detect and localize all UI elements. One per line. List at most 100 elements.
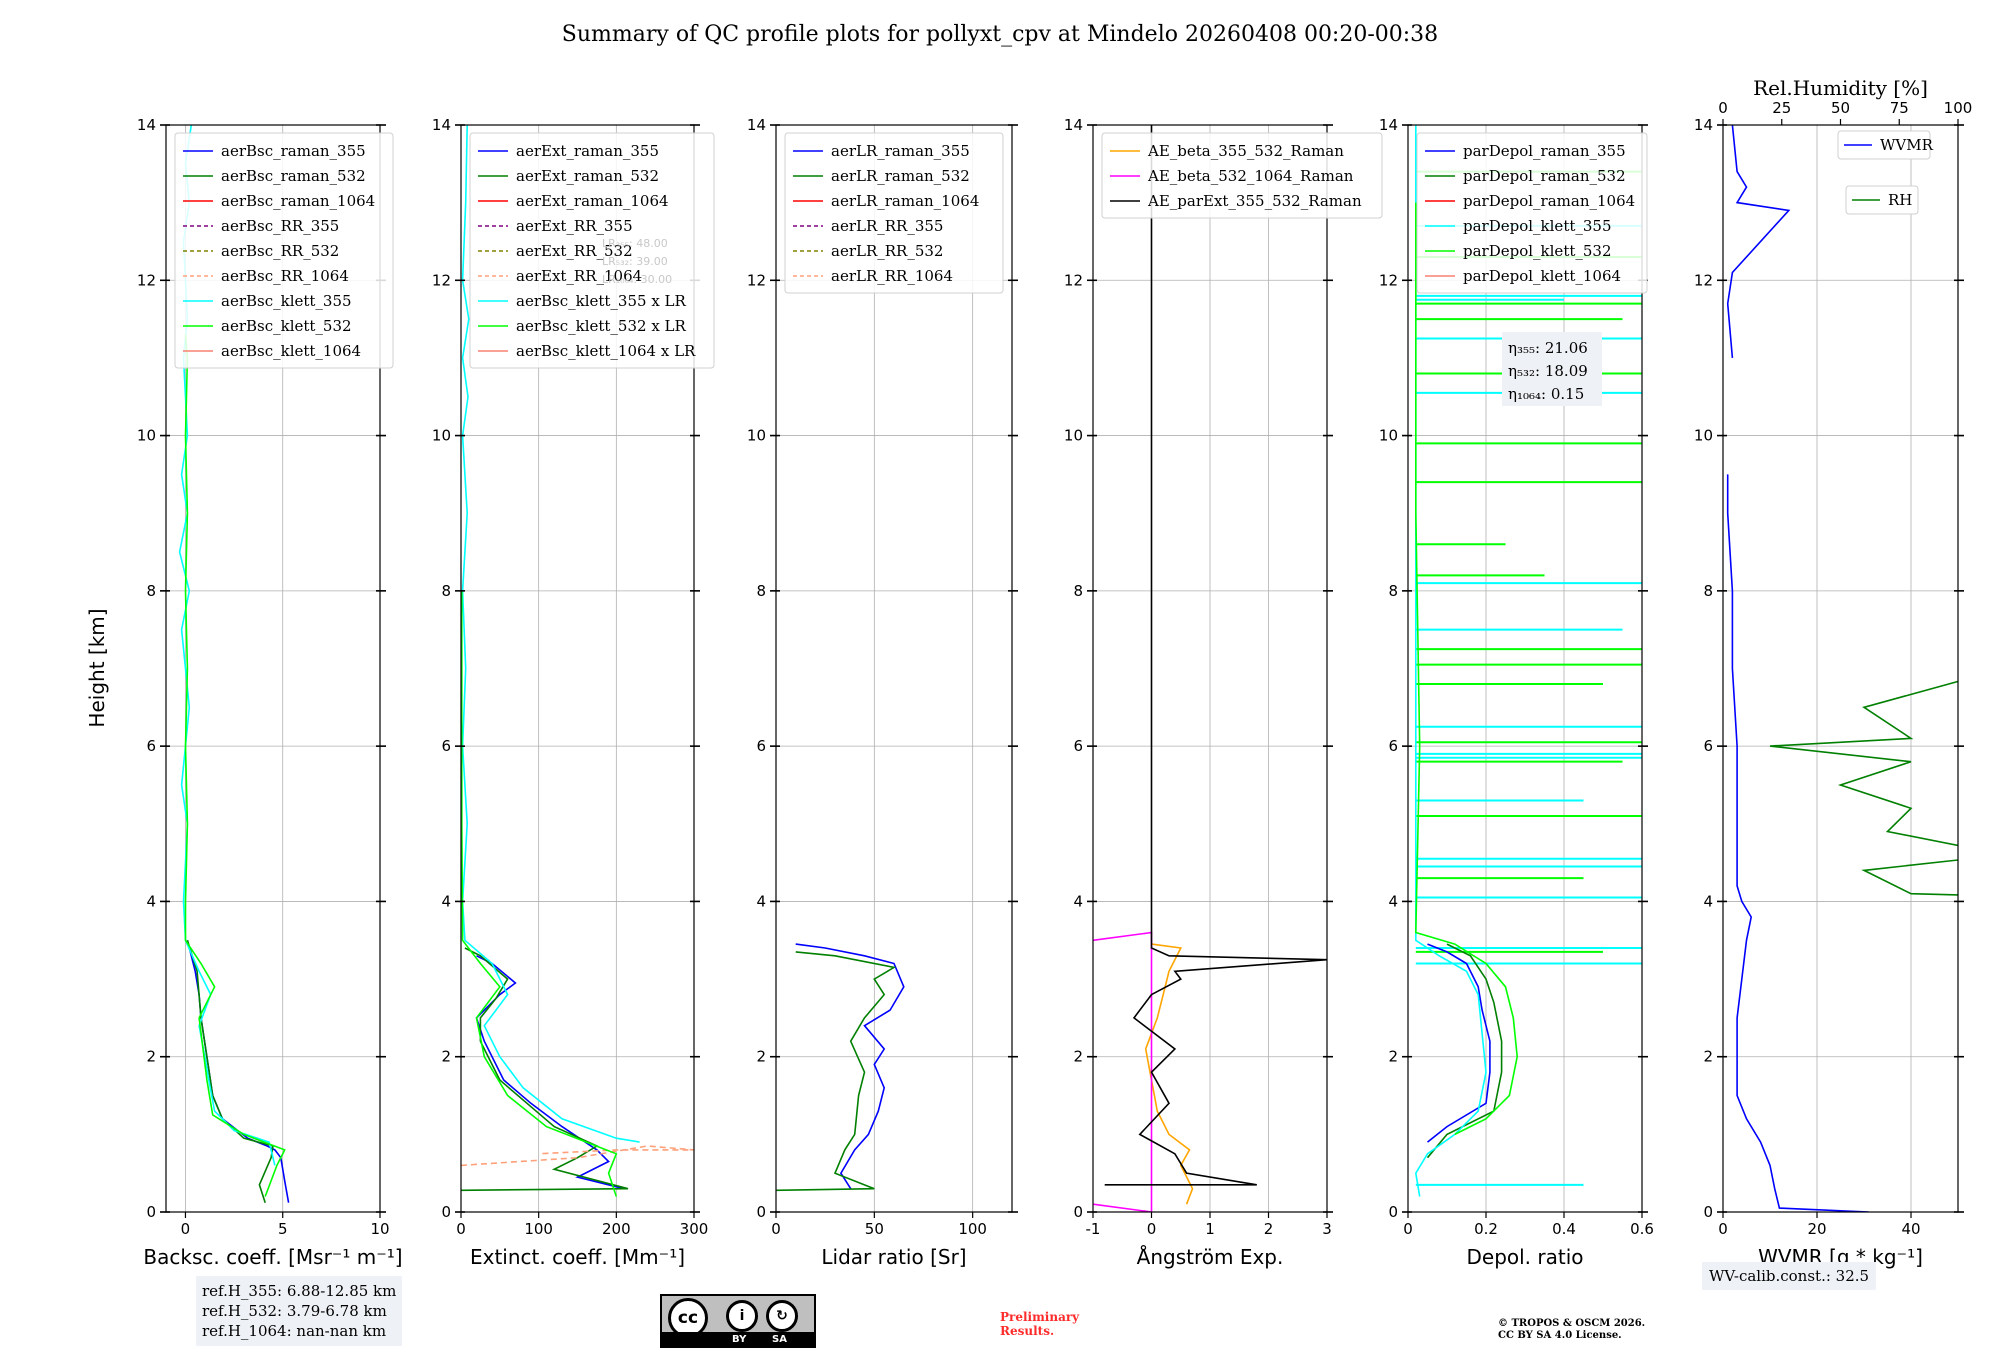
- axes-frame: [775, 124, 1013, 1213]
- legend-box: [174, 132, 394, 369]
- ytick-label: 2: [756, 1048, 766, 1066]
- series-WVMR_upper: [1726, 125, 1791, 358]
- ytick-label: 0: [146, 1203, 156, 1221]
- panel-ext: 0 2 4 6 8 10 12 14 0 100 200 300 Extinct. coeff. [Mm…: [432, 116, 715, 1269]
- wv-calibration-box: WV-calib.const.: 32.5: [1702, 1262, 1877, 1290]
- legend: aerExt_raman_355 aerExt_raman_532 aerExt_r…: [469, 132, 715, 369]
- by-person-icon: i: [726, 1300, 758, 1332]
- preliminary-note: Preliminary Results.: [1000, 1310, 1079, 1338]
- ytick-label: 0: [1388, 1203, 1398, 1221]
- panel-depol: 0 2 4 6 8 10 12 14 0 0.2 0.4 0.6 Depol. ratio parDepo…: [1379, 116, 1654, 1269]
- series-WVMR: [1726, 474, 1869, 1212]
- panel-lr: 0 2 4 6 8 10 12 14 0 50 100 Lidar ratio [Sr] aerLR_r…: [747, 116, 1018, 1269]
- series-AE_beta_532_1064_Raman: [1093, 931, 1153, 1212]
- legend-entry: aerBsc_klett_355 x LR: [516, 292, 687, 310]
- panel-bsc: 0 2 4 6 8 10 12 14 0 5 10 Backsc. coeff. [Msr⁻¹ m⁻¹…: [137, 116, 403, 1269]
- legend-entry: AE_parExt_355_532_Raman: [1147, 192, 1362, 210]
- x-axis-label: Lidar ratio [Sr]: [821, 1245, 966, 1269]
- ytick-label: 4: [1703, 892, 1713, 910]
- xtick-label: 300: [680, 1220, 709, 1238]
- xtick-label: 5: [278, 1220, 288, 1238]
- ytick-label: 6: [756, 737, 766, 755]
- top-xtick-label: 100: [1944, 99, 1973, 117]
- y-axis-label: Height [km]: [85, 608, 109, 727]
- ytick-label: 6: [1388, 737, 1398, 755]
- preliminary-line-2: Results.: [1000, 1324, 1055, 1338]
- legend-entry: aerExt_raman_532: [516, 167, 659, 185]
- xtick-label: 2: [1264, 1220, 1274, 1238]
- x-axis-label: Backsc. coeff. [Msr⁻¹ m⁻¹]: [143, 1245, 402, 1269]
- x-axis-label: Depol. ratio: [1466, 1245, 1583, 1269]
- ytick-label: 10: [747, 427, 766, 445]
- ytick-label: 6: [146, 737, 156, 755]
- plot-area: [776, 943, 905, 1192]
- legend-entry: parDepol_raman_1064: [1463, 192, 1635, 210]
- series-aerExt_raman_355: [475, 955, 625, 1190]
- ytick-label: 12: [137, 271, 156, 289]
- ytick-label: 2: [1703, 1048, 1713, 1066]
- ytick-label: 14: [1694, 116, 1713, 134]
- legend-entry: aerLR_raman_355: [831, 142, 970, 160]
- ytick-label: 12: [747, 271, 766, 289]
- legend-box: [469, 132, 715, 369]
- legend-box: [1416, 132, 1648, 294]
- xtick-label: 100: [524, 1220, 553, 1238]
- legend-entry: aerLR_RR_355: [831, 217, 943, 235]
- x-axis-label: Ångström Exp.: [1137, 1245, 1284, 1269]
- axes-frame: [1722, 124, 1959, 1213]
- legend-entry: aerLR_RR_1064: [831, 267, 953, 285]
- ytick-label: 12: [1064, 271, 1083, 289]
- legend: aerBsc_raman_355 aerBsc_raman_532 aerBsc_r…: [174, 132, 394, 369]
- series-RH: [1769, 680, 1958, 896]
- ytick-label: 8: [1073, 582, 1083, 600]
- xtick-label: 10: [370, 1220, 389, 1238]
- legend-entry: aerExt_raman_1064: [516, 192, 669, 210]
- eta-label: η₃₅₅: 21.06: [1508, 339, 1588, 357]
- legend-entry: aerBsc_RR_355: [221, 217, 339, 235]
- cc-by-label: BY: [732, 1334, 747, 1345]
- lidar-ratio-label: LR₁₀₆₄: 30.00: [602, 273, 672, 286]
- axes-frame: [165, 124, 381, 1213]
- reference-height-box: ref.H_355: 6.88-12.85 km ref.H_532: 3.79…: [196, 1276, 403, 1346]
- legend-entry: aerLR_RR_532: [831, 242, 943, 260]
- ytick-label: 0: [441, 1203, 451, 1221]
- ytick-label: 6: [441, 737, 451, 755]
- series-aerLR_raman_532: [776, 951, 897, 1192]
- legend-entry: aerExt_RR_1064: [516, 267, 642, 285]
- legend-entry: WVMR: [1880, 136, 1934, 154]
- plot-area: [1726, 125, 1958, 1212]
- legend-entry: parDepol_raman_532: [1463, 167, 1626, 185]
- series-aerBsc_klett_355 x LR: [461, 125, 640, 1143]
- legend-entry: aerBsc_klett_1064 x LR: [516, 342, 696, 360]
- top-xtick-label: 50: [1831, 99, 1850, 117]
- cc-badge-bar: [662, 1332, 814, 1346]
- series-aerBsc_klett_532: [184, 334, 286, 1197]
- legend-entry: AE_beta_532_1064_Raman: [1147, 167, 1354, 185]
- ytick-label: 6: [1073, 737, 1083, 755]
- xtick-label: 0.4: [1552, 1220, 1576, 1238]
- ytick-label: 4: [756, 892, 766, 910]
- series-parDepol_klett_532: [1414, 202, 1519, 1136]
- legend-entry: parDepol_klett_1064: [1463, 267, 1621, 285]
- series-aerBsc_raman_532: [186, 940, 274, 1203]
- copyright-line-1: © TROPOS & OSCM 2026.: [1498, 1318, 1646, 1329]
- top-xtick-label: 0: [1718, 99, 1728, 117]
- xtick-label: 0: [771, 1220, 781, 1238]
- sa-share-icon: ↻: [766, 1300, 798, 1332]
- plot-area: [1093, 125, 1327, 1212]
- ytick-label: 12: [1379, 271, 1398, 289]
- series-aerLR_raman_355: [795, 943, 905, 1190]
- ytick-label: 2: [1073, 1048, 1083, 1066]
- xtick-label: 0: [1147, 1220, 1157, 1238]
- xtick-label: 0.2: [1474, 1220, 1498, 1238]
- ytick-label: 8: [1703, 582, 1713, 600]
- plot-area: [461, 125, 694, 1197]
- series-aerBsc_klett_532 x LR: [461, 590, 618, 1197]
- top-xtick-label: 75: [1890, 99, 1909, 117]
- legend: AE_beta_355_532_Raman AE_beta_532_1064_Ra…: [1101, 132, 1383, 219]
- legend-box: [1101, 132, 1383, 219]
- cc-license-badge: cc i ↻ BY SA: [660, 1294, 816, 1348]
- xtick-label: 0: [181, 1220, 191, 1238]
